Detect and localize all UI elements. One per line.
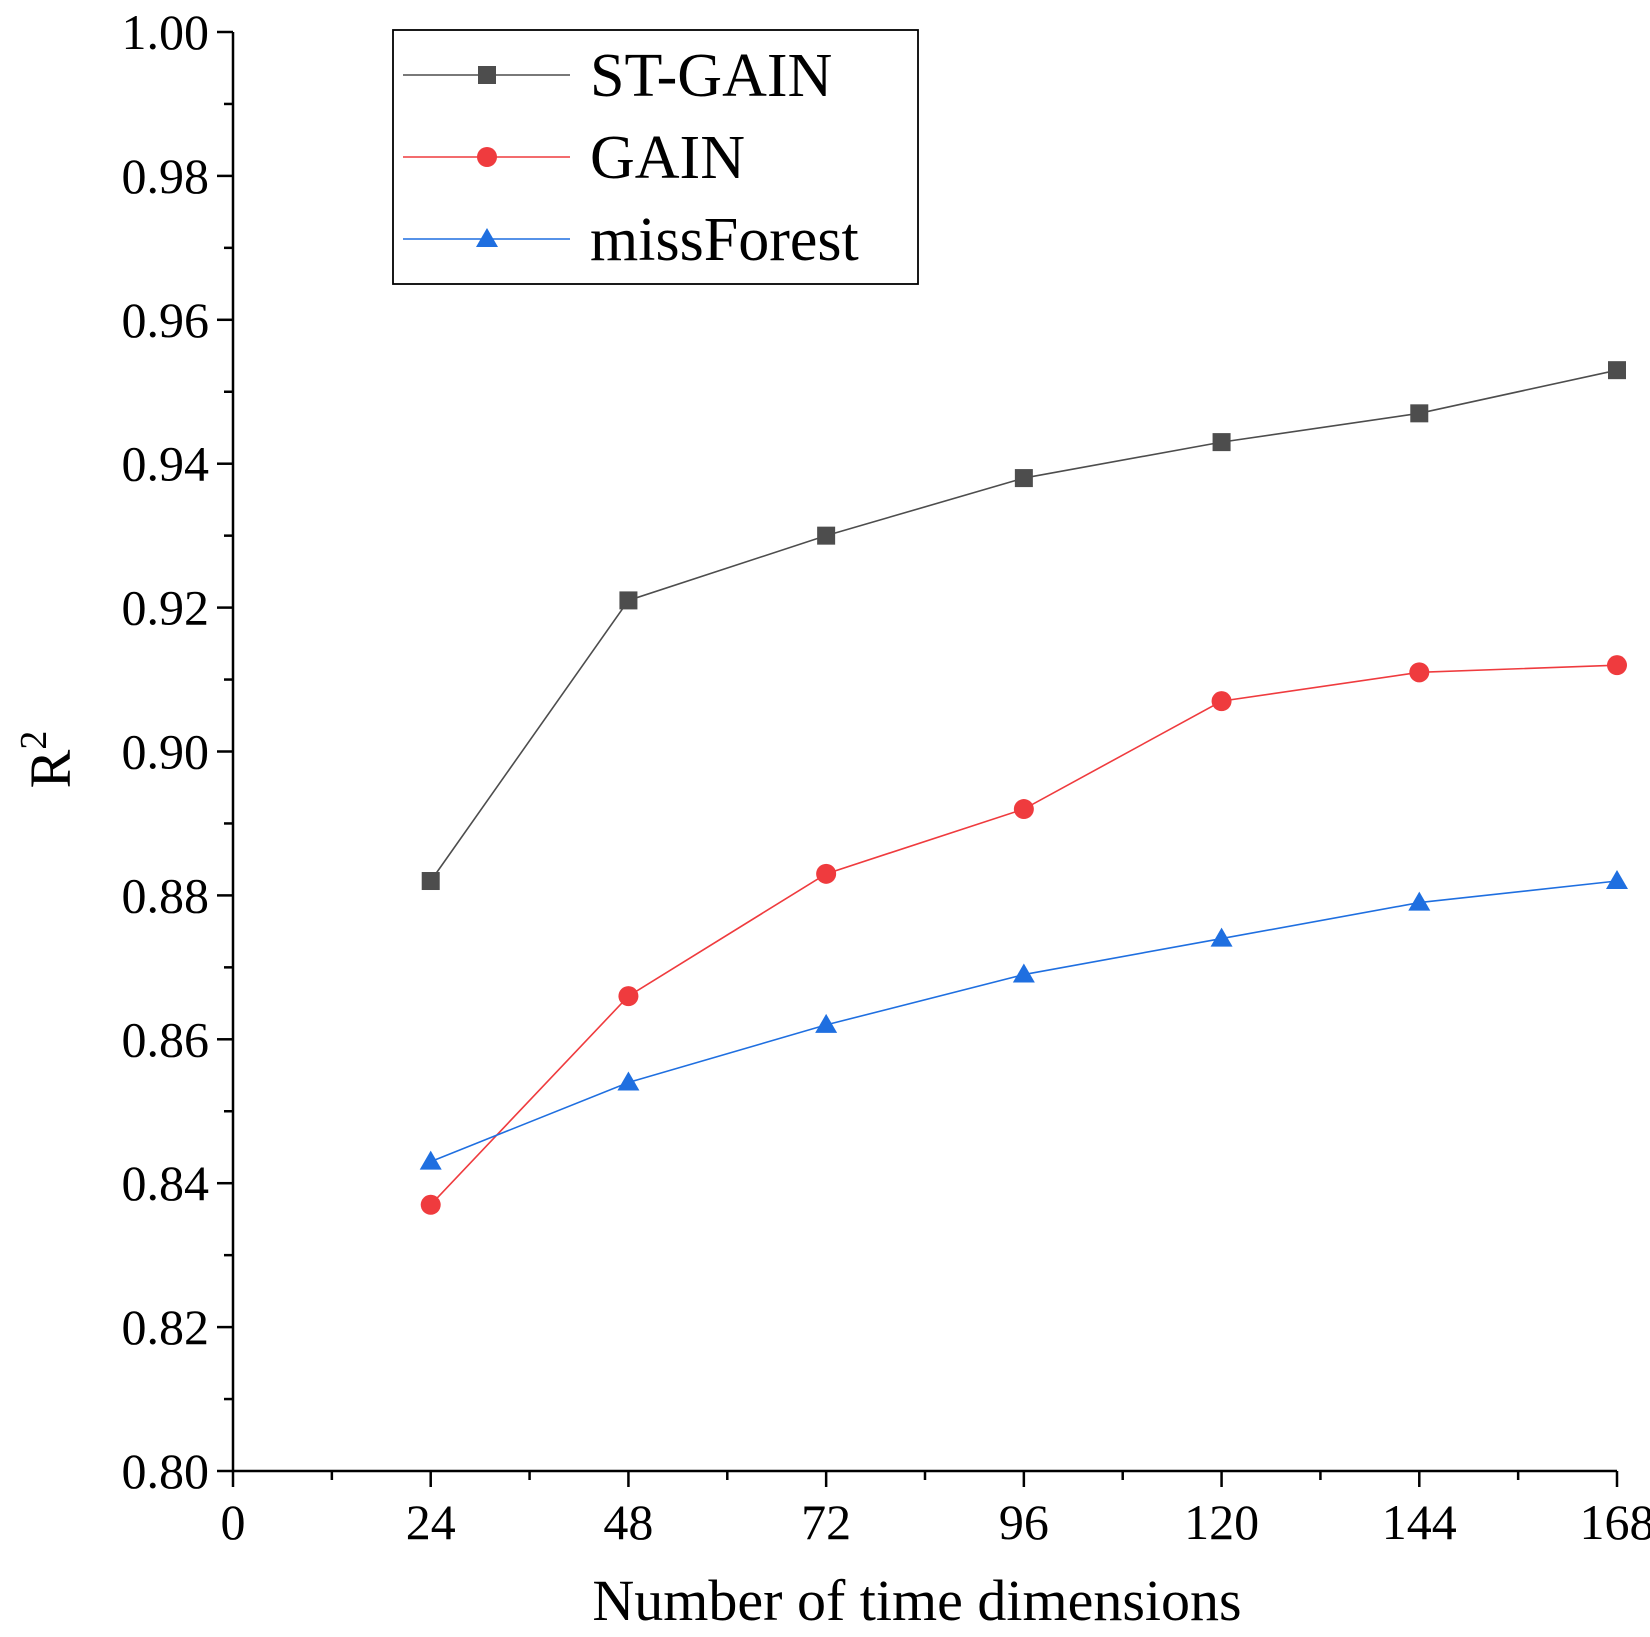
legend-item-st-gain: ST-GAIN — [403, 42, 832, 110]
data-point-missforest — [815, 1013, 838, 1033]
data-point-gain — [1013, 799, 1034, 820]
legend-label-st-gain: ST-GAIN — [590, 42, 832, 110]
data-point-gain — [420, 1194, 441, 1215]
data-point-st-gain — [817, 526, 836, 545]
x-tick-label: 24 — [406, 1494, 456, 1550]
y-axis-label-base: R — [18, 749, 83, 788]
legend-label-missforest: missForest — [590, 206, 859, 274]
data-point-missforest — [419, 1150, 442, 1170]
legend-marker-st-gain — [478, 66, 496, 84]
y-tick-label: 0.88 — [122, 867, 210, 923]
x-tick-label: 120 — [1184, 1494, 1259, 1550]
legend-item-missforest: missForest — [403, 206, 859, 274]
x-tick-label: 144 — [1382, 1494, 1457, 1550]
x-tick-label: 96 — [999, 1494, 1049, 1550]
data-point-st-gain — [421, 872, 440, 891]
data-point-missforest — [1408, 891, 1431, 911]
data-point-missforest — [1012, 963, 1035, 983]
y-tick-label: 0.86 — [122, 1011, 210, 1067]
x-axis-label: Number of time dimensions — [592, 1568, 1241, 1633]
axes: 0.80 0.82 0.84 0.86 0.88 0.90 0.92 0.94 0.96 0.98… — [122, 4, 1650, 1550]
y-tick-label: 0.94 — [122, 436, 210, 492]
data-point-st-gain — [1014, 469, 1033, 488]
legend-marker-gain — [477, 147, 497, 167]
y-tick-label: 1.00 — [122, 4, 210, 60]
x-tick-label: 0 — [221, 1494, 246, 1550]
y-tick-label: 0.98 — [122, 148, 210, 204]
y-tick-label: 0.84 — [122, 1155, 210, 1211]
y-tick-label: 0.92 — [122, 580, 210, 636]
data-point-gain — [618, 986, 639, 1007]
y-tick-label: 0.96 — [122, 292, 210, 348]
data-point-missforest — [1210, 927, 1233, 947]
data-point-st-gain — [1608, 361, 1626, 380]
x-tick-label: 168 — [1580, 1494, 1650, 1550]
legend: ST-GAIN GAIN missForest — [392, 29, 919, 285]
data-point-missforest — [617, 1071, 640, 1091]
x-tick-label: 72 — [801, 1494, 851, 1550]
data-point-gain — [1409, 662, 1430, 683]
y-axis-label-superscript: 2 — [13, 731, 55, 750]
data-point-gain — [816, 863, 837, 884]
data-point-gain — [1211, 691, 1232, 712]
data-point-st-gain — [1212, 433, 1231, 452]
series-line-gain — [430, 664, 1618, 1206]
legend-item-gain: GAIN — [403, 124, 745, 192]
y-tick-label: 0.82 — [122, 1299, 210, 1355]
series-st-gain — [421, 361, 1626, 891]
series-missforest — [419, 870, 1628, 1170]
series-line-missforest — [430, 880, 1618, 1163]
data-point-st-gain — [619, 591, 638, 610]
series-layer — [419, 361, 1628, 1215]
legend-label-gain: GAIN — [590, 124, 745, 192]
data-point-missforest — [1606, 870, 1628, 890]
data-point-st-gain — [1410, 404, 1429, 423]
data-point-gain — [1607, 655, 1627, 676]
y-tick-label: 0.80 — [122, 1443, 210, 1499]
legend-marker-missforest — [476, 228, 498, 247]
y-axis-label: R2 — [13, 731, 83, 789]
x-tick-label: 48 — [603, 1494, 653, 1550]
y-tick-label: 0.90 — [122, 724, 210, 780]
series-gain — [420, 655, 1627, 1215]
